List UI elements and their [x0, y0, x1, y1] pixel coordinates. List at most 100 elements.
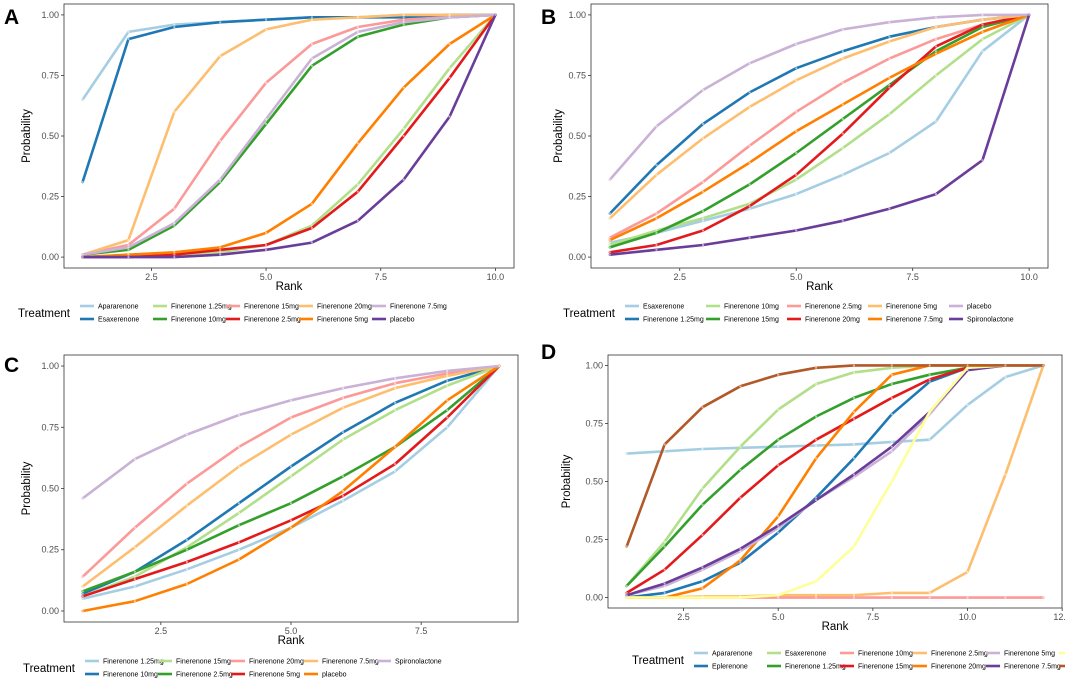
data-point: [173, 253, 176, 256]
data-point: [133, 585, 136, 588]
y-tick-label: 0.50: [585, 477, 603, 487]
data-point: [264, 81, 268, 84]
data-point: [264, 122, 268, 125]
data-point: [608, 217, 611, 220]
data-point: [890, 440, 893, 444]
data-point: [777, 515, 780, 518]
data-point: [127, 253, 130, 256]
data-point: [814, 438, 818, 441]
legend-label: Finerenone 15mg: [724, 317, 779, 324]
data-point: [310, 18, 314, 21]
panel-letter: B: [541, 6, 556, 29]
series-line: [608, 13, 1031, 247]
series-line: [608, 13, 1031, 220]
data-point: [934, 16, 938, 19]
data-point: [446, 379, 449, 382]
data-point: [928, 364, 931, 367]
data-point: [127, 239, 130, 242]
data-point: [701, 487, 704, 490]
legend-label: Finerenone 5mg: [886, 304, 937, 311]
data-point: [81, 98, 84, 101]
y-tick-label: 0.00: [585, 593, 603, 603]
data-point: [625, 591, 628, 595]
data-point: [981, 30, 984, 33]
data-point: [608, 241, 611, 244]
data-point: [701, 137, 705, 140]
data-point: [81, 609, 84, 613]
series-line: [81, 13, 497, 259]
data-point: [852, 396, 856, 400]
data-point: [237, 413, 241, 417]
data-point: [814, 457, 818, 460]
data-point: [852, 371, 856, 374]
data-point: [981, 25, 984, 29]
data-point: [934, 74, 938, 77]
data-point: [748, 207, 751, 210]
data-point: [739, 550, 742, 553]
data-point: [888, 76, 891, 79]
data-point: [185, 582, 188, 586]
data-point: [748, 62, 751, 65]
data-point: [663, 582, 666, 585]
data-point: [928, 438, 931, 441]
data-point: [777, 596, 780, 599]
data-point: [981, 50, 984, 53]
data-point: [289, 465, 293, 468]
data-point: [841, 147, 844, 150]
data-point: [739, 385, 742, 388]
data-point: [655, 243, 658, 247]
legend-label: Finerenone 5mg: [1004, 651, 1055, 658]
data-point: [219, 253, 222, 256]
legend-label: Finerenone 15mg: [858, 664, 913, 671]
data-point: [890, 413, 893, 416]
legend-label: Finerenone 2.5mg: [176, 672, 233, 679]
x-tick-label: 5.0: [260, 272, 273, 282]
data-point: [81, 253, 84, 256]
data-point: [237, 541, 241, 544]
data-point: [701, 217, 705, 220]
y-axis-title: Probability: [21, 109, 33, 163]
legend-label: Apararenone: [98, 304, 139, 311]
legend-label: Apararenone: [712, 651, 753, 658]
series-line: [81, 13, 497, 259]
data-point: [127, 256, 130, 259]
data-point: [173, 256, 176, 259]
data-point: [625, 452, 628, 455]
data-point: [81, 595, 84, 598]
data-point: [356, 25, 359, 29]
data-point: [890, 445, 893, 448]
data-point: [966, 596, 969, 599]
data-point: [219, 54, 222, 58]
legend-label: Finerenone 20mg: [249, 659, 304, 666]
data-point: [701, 219, 705, 222]
data-point: [289, 526, 293, 529]
data-point: [402, 86, 405, 89]
data-point: [448, 42, 451, 46]
data-point: [852, 417, 856, 420]
data-point: [1004, 375, 1007, 379]
data-point: [701, 533, 704, 536]
data-point: [219, 21, 222, 24]
series-group: [81, 364, 501, 613]
data-point: [777, 438, 780, 441]
data-point: [608, 236, 611, 239]
data-point: [173, 110, 176, 113]
data-point: [795, 151, 798, 155]
legend-label: Eplerenone: [712, 664, 748, 671]
data-point: [394, 409, 397, 412]
series-line: [81, 364, 501, 613]
data-point: [777, 594, 780, 597]
data-point: [133, 546, 136, 549]
data-point: [777, 531, 780, 534]
data-point: [310, 202, 314, 205]
data-point: [173, 25, 176, 29]
legend-label: Spironolactone: [967, 317, 1014, 324]
data-point: [219, 178, 222, 181]
data-point: [739, 468, 742, 471]
data-point: [852, 596, 856, 599]
data-point: [852, 443, 856, 446]
y-tick-label: 0.50: [41, 131, 59, 141]
data-point: [701, 596, 704, 599]
y-tick-label: 0.75: [41, 422, 59, 432]
data-point: [237, 524, 241, 527]
